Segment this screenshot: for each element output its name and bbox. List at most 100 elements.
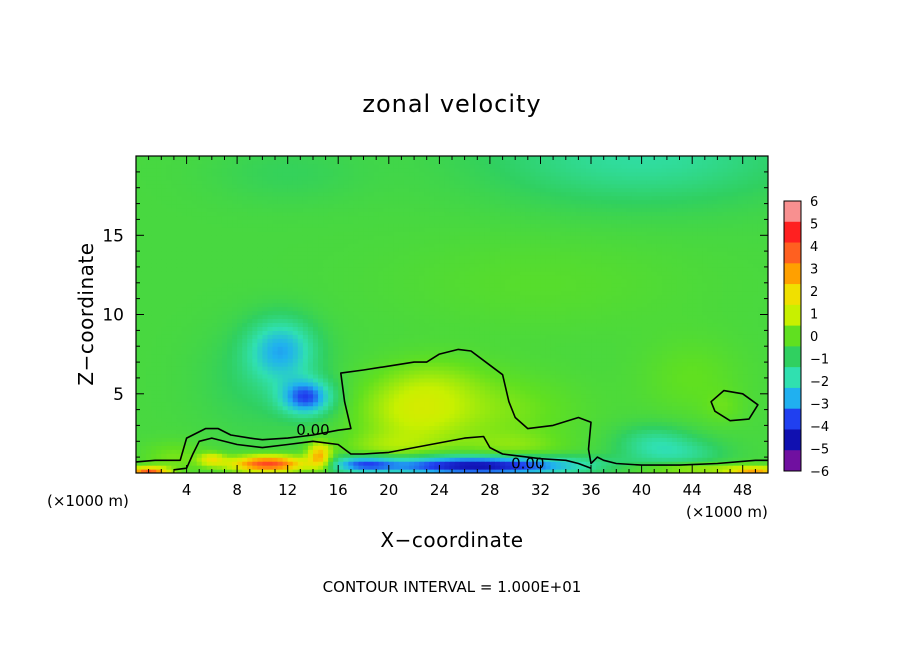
heatmap-cell [156,441,162,446]
heatmap-cell [530,362,537,367]
heatmap-cell [601,314,607,320]
heatmap-cell [136,417,142,423]
heatmap-cell [489,389,496,395]
heatmap-cell [282,397,289,403]
heatmap-cell [580,314,587,320]
heatmap-cell [762,441,768,446]
heatmap-cell [489,358,496,363]
heatmap-cell [555,461,562,466]
heatmap-cell [358,405,365,411]
heatmap-cell [282,445,289,450]
heatmap-cell [302,465,309,470]
heatmap-cell [272,461,279,466]
heatmap-cell [378,362,385,367]
heatmap-cell [242,397,248,403]
heatmap-cell [727,397,734,403]
heatmap-cell [146,401,152,407]
heatmap-cell [328,413,334,419]
heatmap-cell [545,342,552,347]
heatmap-cell [676,453,683,458]
heatmap-cell [444,338,451,343]
heatmap-cell [646,346,653,351]
heatmap-cell [318,366,324,371]
heatmap-cell [646,326,653,331]
heatmap-cell [358,346,365,351]
heatmap-cell [358,322,365,327]
heatmap-cell [454,413,461,419]
heatmap-cell [302,389,309,395]
heatmap-cell [459,457,466,462]
heatmap-cell [353,385,360,391]
heatmap-cell [242,350,248,355]
heatmap-cell [211,330,218,335]
heatmap-cell [525,366,531,371]
heatmap-cell [373,381,380,387]
heatmap-cell [136,334,142,339]
heatmap-cell [398,413,405,419]
heatmap-cell [206,338,213,343]
heatmap-cell [161,334,167,339]
heatmap-cell [757,469,764,473]
heatmap-cell [565,409,572,415]
heatmap-cell [287,318,294,324]
heatmap-cell [611,469,617,473]
heatmap-cell [656,457,663,462]
heatmap-cell [297,417,304,423]
heatmap-cell [762,358,768,363]
heatmap-cell [151,469,157,473]
heatmap-cell [687,421,693,427]
heatmap-cell [474,401,481,407]
heatmap-cell [555,346,562,351]
heatmap-cell [575,417,582,423]
heatmap-cell [591,366,597,371]
heatmap-cell [762,381,768,387]
heatmap-cell [237,338,243,343]
heatmap-cell [530,373,537,379]
heatmap-cell [560,445,567,450]
heatmap-cell [181,453,188,458]
heatmap-cell [307,326,314,331]
heatmap-cell [656,401,663,407]
heatmap-cell [671,417,678,423]
heatmap-cell [136,429,142,434]
heatmap-cell [424,405,430,411]
heatmap-cell [580,441,587,446]
heatmap-cell [550,421,557,427]
heatmap-cell [570,338,577,343]
heatmap-cell [333,338,339,343]
heatmap-cell [505,346,511,351]
heatmap-cell [267,326,274,331]
heatmap-cell [328,334,334,339]
heatmap-cell [550,385,557,391]
heatmap-cell [221,461,228,466]
heatmap-cell [611,405,617,411]
heatmap-cell [722,322,729,327]
heatmap-cell [682,330,688,335]
heatmap-cell [525,397,531,403]
heatmap-cell [515,354,521,359]
heatmap-cell [409,433,415,438]
heatmap-cell [585,413,592,419]
heatmap-cell [191,421,198,427]
heatmap-cell [676,449,683,454]
heatmap-cell [550,441,557,446]
heatmap-cell [742,449,749,454]
heatmap-cell [762,469,768,473]
heatmap-cell [687,393,693,399]
heatmap-cell [596,330,602,335]
heatmap-cell [328,401,334,407]
heatmap-cell [727,330,734,335]
heatmap-cell [272,338,279,343]
heatmap-cell [161,409,167,415]
heatmap-cell [651,441,658,446]
heatmap-cell [227,461,233,466]
heatmap-cell [312,330,319,335]
heatmap-cell [307,330,314,335]
heatmap-cell [505,354,511,359]
heatmap-cell [373,338,380,343]
heatmap-cell [651,366,658,371]
heatmap-cell [434,413,440,419]
heatmap-cell [737,346,744,351]
heatmap-cell [403,326,410,331]
heatmap-cell [277,389,284,395]
